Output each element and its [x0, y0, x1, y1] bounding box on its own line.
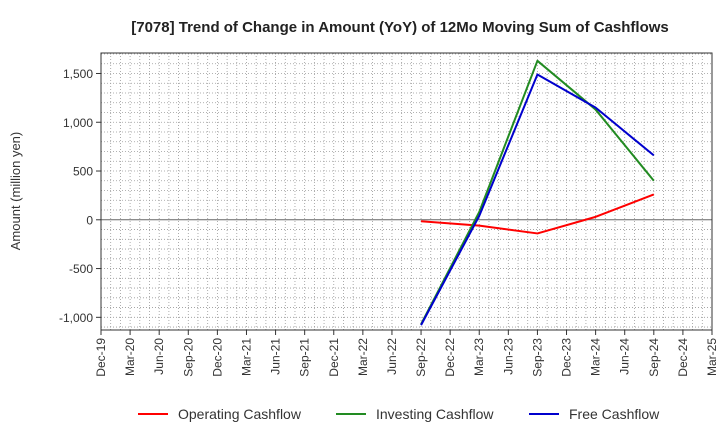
plot-area-frame [100, 52, 713, 331]
y-tick-label: -500 [69, 262, 93, 276]
x-tick-label: Sep-24 [647, 338, 661, 377]
x-tick-label: Dec-20 [210, 338, 224, 377]
investing-cashflow-line [420, 59, 655, 325]
legend: Operating Cashflow Investing Cashflow Free… [138, 406, 660, 422]
x-tick-label: Mar-23 [472, 338, 486, 376]
x-tick-label: Dec-24 [676, 338, 690, 377]
y-tick-labels: -1,000 -500 0 500 1,000 1,500 [59, 67, 101, 325]
x-tick-label: Sep-21 [298, 338, 312, 377]
y-tick-label: -1,000 [59, 311, 93, 325]
x-tick-label: Jun-21 [269, 338, 283, 375]
x-tick-label: Mar-22 [356, 338, 370, 376]
x-tick-label: Jun-24 [618, 338, 632, 375]
x-tick-label: Mar-24 [589, 338, 603, 376]
x-tick-label: Jun-20 [152, 338, 166, 375]
x-tick-label: Jun-22 [385, 338, 399, 375]
legend-label-operating-cashflow: Operating Cashflow [178, 406, 302, 422]
x-tick-label: Jun-23 [501, 338, 515, 375]
y-tick-label: 500 [73, 165, 93, 179]
x-tick-label: Sep-22 [414, 338, 428, 377]
legend-label-investing-cashflow: Investing Cashflow [376, 406, 494, 422]
x-tick-label: Dec-21 [327, 338, 341, 377]
x-tick-label: Dec-23 [560, 338, 574, 377]
x-tick-label: Dec-19 [94, 338, 108, 377]
x-tick-label: Mar-21 [239, 338, 253, 376]
y-tick-label: 0 [86, 213, 93, 227]
x-tick-label: Mar-20 [123, 338, 137, 376]
operating-cashflow-line [420, 193, 655, 235]
series-layer [420, 59, 655, 326]
y-axis-label: Amount (million yen) [8, 132, 23, 251]
x-tick-label: Sep-23 [530, 338, 544, 377]
y-tick-label: 1,000 [63, 116, 93, 130]
grid-lines [101, 53, 712, 330]
x-tick-label: Mar-25 [705, 338, 719, 376]
legend-label-free-cashflow: Free Cashflow [569, 406, 660, 422]
chart-title: [7078] Trend of Change in Amount (YoY) o… [131, 19, 669, 36]
x-tick-labels: Dec-19 Mar-20 Jun-20 Sep-20 Dec-20 Mar-21 Jun-… [94, 330, 719, 377]
y-tick-label: 1,500 [63, 67, 93, 81]
x-tick-label: Sep-20 [181, 338, 195, 377]
x-tick-label: Dec-22 [443, 338, 457, 377]
free-cashflow-line [420, 73, 655, 326]
